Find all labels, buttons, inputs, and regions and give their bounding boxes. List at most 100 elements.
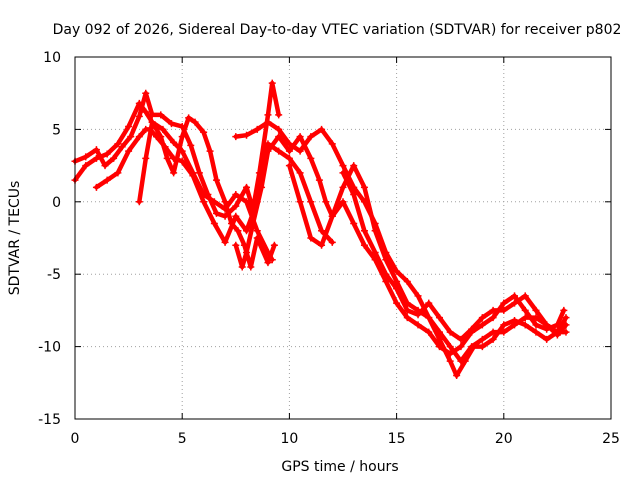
data-series-track-5 (232, 133, 568, 358)
data-point (360, 227, 368, 235)
data-point (446, 343, 454, 351)
data-point (135, 133, 143, 141)
y-tick-label: 5 (52, 122, 61, 138)
data-point (275, 111, 283, 119)
data-point (296, 198, 304, 206)
data-point (200, 198, 208, 206)
data-point (560, 306, 568, 314)
data-point (489, 314, 497, 322)
x-tick-label: 20 (495, 431, 513, 447)
data-point (210, 220, 218, 228)
data-point (521, 306, 529, 314)
data-point (307, 234, 315, 242)
data-point (339, 169, 347, 177)
data-point (253, 125, 261, 133)
data-point (213, 176, 221, 184)
data-point (170, 169, 178, 177)
data-point (489, 306, 497, 314)
data-point (435, 335, 443, 343)
y-tick-label: -5 (47, 267, 61, 283)
data-point (315, 176, 323, 184)
data-point (264, 118, 272, 126)
data-point (339, 198, 347, 206)
data-point (500, 306, 508, 314)
data-point (296, 133, 304, 141)
x-tick-label: 25 (602, 431, 620, 447)
data-point (393, 299, 401, 307)
data-point (285, 162, 293, 170)
data-point (371, 248, 379, 256)
data-point (221, 238, 229, 246)
data-point (425, 328, 433, 336)
data-point (318, 125, 326, 133)
data-point (185, 114, 193, 122)
data-point (200, 128, 208, 136)
data-point (110, 154, 118, 162)
data-point (322, 198, 330, 206)
data-point (191, 118, 199, 126)
data-point (328, 238, 336, 246)
data-point (103, 176, 111, 184)
data-point (425, 314, 433, 322)
data-point (253, 227, 261, 235)
data-point (457, 335, 465, 343)
data-point (543, 321, 551, 329)
data-point (221, 198, 229, 206)
data-point (307, 198, 315, 206)
data-point (148, 118, 156, 126)
data-point (268, 79, 276, 87)
data-point (125, 147, 133, 155)
data-point (243, 183, 251, 191)
data-point (232, 202, 240, 210)
data-series-track-4 (135, 114, 278, 271)
chart-title: Day 092 of 2026, Sidereal Day-to-day VTE… (53, 22, 622, 38)
data-point (103, 150, 111, 158)
data-point (521, 321, 529, 329)
data-point (446, 357, 454, 365)
data-point (234, 227, 242, 235)
data-point (264, 140, 272, 148)
data-point (275, 147, 283, 155)
data-point (92, 183, 100, 191)
data-point (532, 314, 540, 322)
data-point (213, 209, 221, 217)
data-point (478, 335, 486, 343)
data-point (511, 321, 519, 329)
data-point (360, 241, 368, 249)
data-point (371, 227, 379, 235)
data-point (532, 321, 540, 329)
y-tick-label: 10 (43, 50, 61, 66)
x-tick-label: 5 (178, 431, 187, 447)
data-point (350, 162, 358, 170)
data-point (285, 147, 293, 155)
data-point (489, 335, 497, 343)
data-point (393, 277, 401, 285)
data-point (543, 335, 551, 343)
data-point (243, 227, 251, 235)
data-point (157, 133, 165, 141)
data-point (382, 277, 390, 285)
data-point (232, 133, 240, 141)
data-point (142, 89, 150, 97)
data-point (318, 227, 326, 235)
data-point (206, 147, 214, 155)
data-point (532, 306, 540, 314)
data-point (82, 153, 90, 161)
data-point (435, 314, 443, 322)
data-series-track-8 (339, 169, 570, 343)
data-point (500, 321, 508, 329)
data-point (478, 321, 486, 329)
data-point (275, 125, 283, 133)
data-point (238, 263, 246, 271)
data-point (159, 125, 167, 133)
data-point (468, 325, 476, 333)
data-point (414, 311, 422, 319)
data-point (296, 169, 304, 177)
data-point (253, 234, 261, 242)
data-point (382, 256, 390, 264)
y-axis-label: SDTVAR / TECUs (7, 181, 23, 296)
data-point (339, 162, 347, 170)
data-point (453, 372, 461, 380)
data-trace (340, 170, 569, 342)
